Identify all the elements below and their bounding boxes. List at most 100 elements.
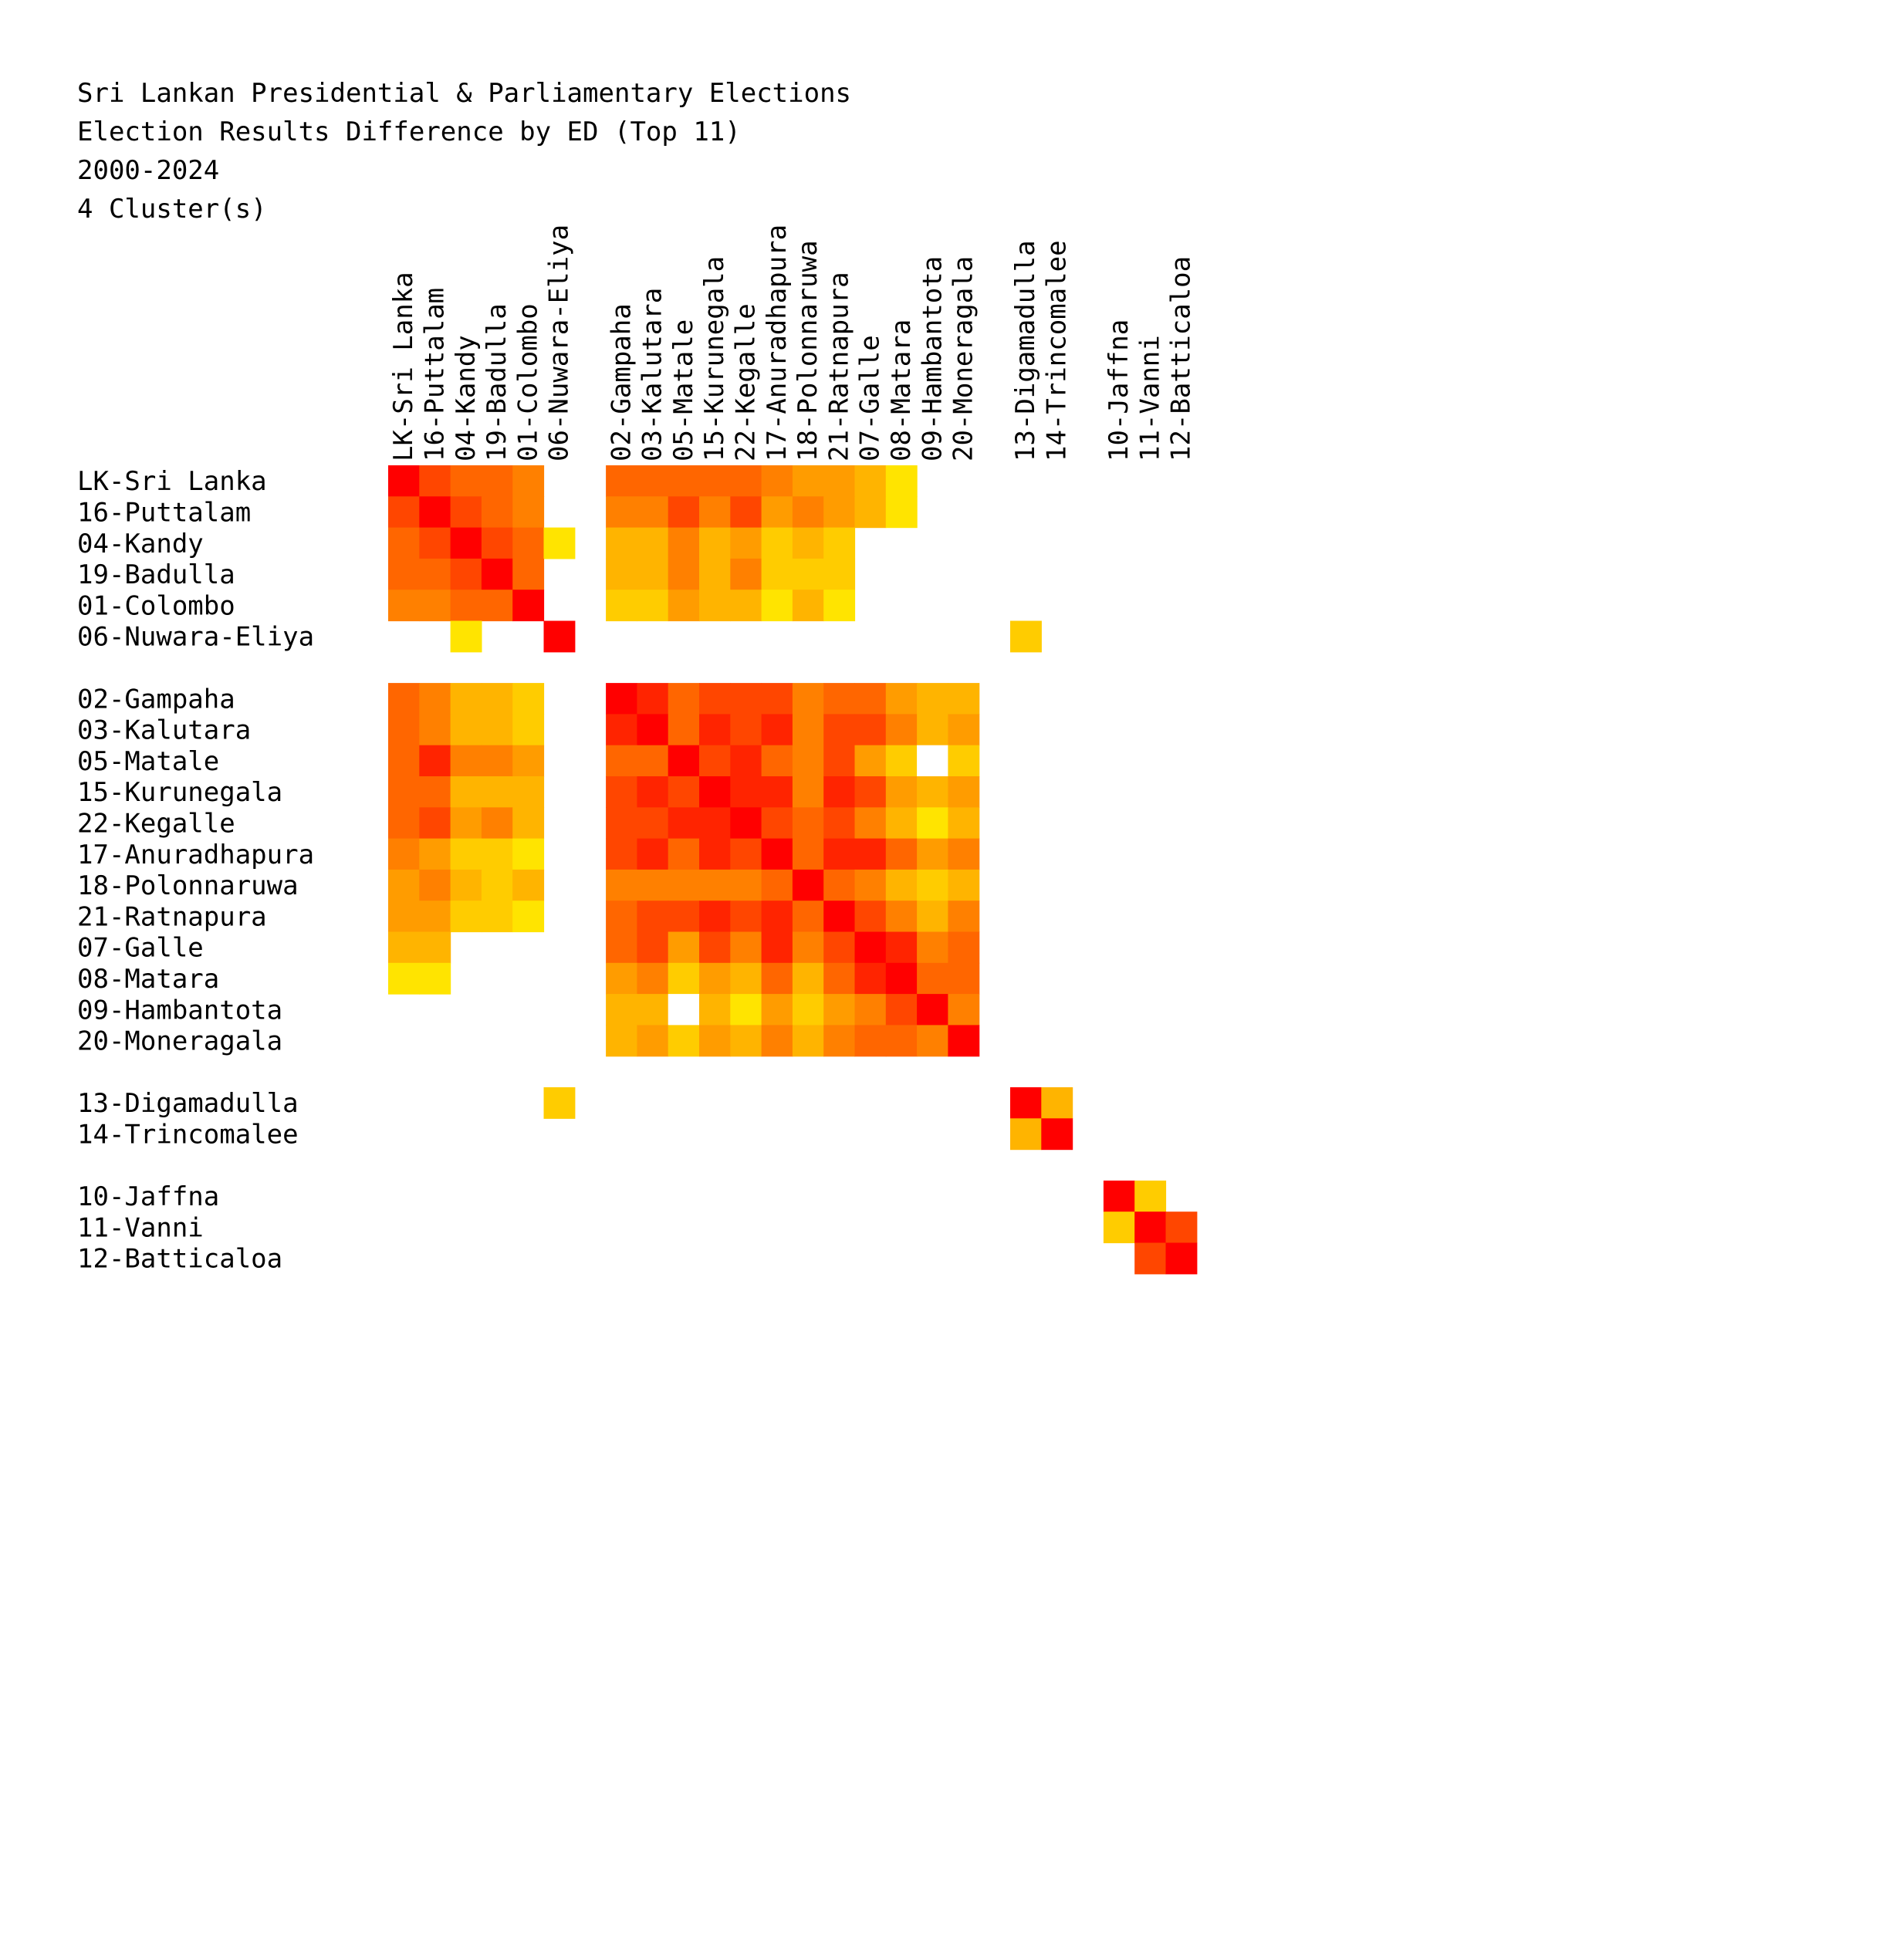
heatmap-cell xyxy=(823,931,856,964)
heatmap-cell xyxy=(668,745,700,777)
heatmap-cell xyxy=(481,714,513,746)
heatmap-cell xyxy=(792,994,824,1026)
heatmap-cell xyxy=(1103,1211,1135,1244)
heatmap-cell xyxy=(450,869,482,901)
heatmap-cell xyxy=(885,901,918,933)
heatmap-cell xyxy=(606,931,637,964)
heatmap-cell xyxy=(512,745,545,777)
heatmap-cell xyxy=(699,931,731,964)
heatmap-cell xyxy=(948,962,980,995)
heatmap-cell xyxy=(761,901,793,933)
heatmap-cell xyxy=(481,901,513,933)
heatmap-cell xyxy=(761,1025,793,1057)
column-label: 07-Galle xyxy=(855,335,886,461)
heatmap-cell xyxy=(699,962,731,995)
column-label: 09-Hambantota xyxy=(917,256,948,461)
heatmap-cell xyxy=(730,714,762,746)
heatmap-cell xyxy=(512,901,545,933)
heatmap-cell xyxy=(481,745,513,777)
heatmap-cell xyxy=(512,496,545,529)
heatmap-cell xyxy=(885,962,918,995)
heatmap-cell xyxy=(419,496,451,529)
heatmap-cell xyxy=(854,683,887,715)
heatmap-cell xyxy=(885,496,918,529)
row-label: 04-Kandy xyxy=(77,529,204,559)
heatmap-cell xyxy=(761,527,793,559)
heatmap-cell xyxy=(792,558,824,590)
heatmap-cell xyxy=(730,962,762,995)
heatmap-cell xyxy=(481,558,513,590)
column-labels: LK-Sri Lanka 16-Puttalam 04-Kandy 19-Badull… xyxy=(388,225,1197,461)
heatmap-cell xyxy=(668,838,700,870)
heatmap-cell xyxy=(637,869,669,901)
heatmap-cell xyxy=(761,994,793,1026)
heatmap-cell xyxy=(1134,1180,1167,1212)
heatmap-cell xyxy=(606,558,637,590)
heatmap-cell xyxy=(419,869,451,901)
heatmap-cell xyxy=(637,745,669,777)
heatmap-cell xyxy=(885,714,918,746)
column-label: 16-Puttalam xyxy=(419,288,450,461)
heatmap-cell xyxy=(637,931,669,964)
heatmap-cell xyxy=(885,745,918,777)
heatmap-cell xyxy=(792,683,824,715)
heatmap-cell xyxy=(823,558,856,590)
heatmap-cell xyxy=(854,465,887,497)
heatmap-cell xyxy=(606,1025,637,1057)
heatmap-cell xyxy=(512,807,545,840)
chart-title: Sri Lankan Presidential & Parliamentary … xyxy=(77,78,851,225)
heatmap-cell xyxy=(388,962,420,995)
heatmap-cell xyxy=(699,465,731,497)
heatmap-cell xyxy=(854,1025,887,1057)
heatmap-cell xyxy=(481,869,513,901)
heatmap-cell xyxy=(450,714,482,746)
heatmap-cell xyxy=(699,869,731,901)
heatmap-cell xyxy=(419,745,451,777)
heatmap-cell xyxy=(606,838,637,870)
heatmap-cell xyxy=(823,465,856,497)
heatmap-cell xyxy=(948,714,980,746)
heatmap-cell xyxy=(854,994,887,1026)
heatmap-cell xyxy=(761,465,793,497)
heatmap-cell xyxy=(388,869,420,901)
heatmap-cell xyxy=(823,714,856,746)
heatmap-cell xyxy=(606,745,637,777)
row-label: 19-Badulla xyxy=(77,559,235,590)
column-label: 11-Vanni xyxy=(1134,335,1165,461)
heatmap-cell xyxy=(388,590,420,622)
heatmap-cell xyxy=(699,994,731,1026)
heatmap-cell xyxy=(481,807,513,840)
row-label: 21-Ratnapura xyxy=(77,901,267,932)
heatmap-cell xyxy=(699,838,731,870)
heatmap-cell xyxy=(730,869,762,901)
heatmap-cell xyxy=(854,931,887,964)
heatmap-cell xyxy=(450,776,482,808)
heatmap-cell xyxy=(450,620,482,653)
column-label: 20-Moneragala xyxy=(948,256,979,461)
heatmap-cell xyxy=(668,496,700,529)
heatmap-cell xyxy=(917,838,948,870)
heatmap-cell xyxy=(948,901,980,933)
heatmap-cell xyxy=(823,496,856,529)
heatmap-cell xyxy=(606,496,637,529)
column-label: 19-Badulla xyxy=(482,303,512,461)
heatmap-cell xyxy=(668,527,700,559)
heatmap-cell xyxy=(512,838,545,870)
heatmap-cell xyxy=(792,962,824,995)
row-label: 17-Anuradhapura xyxy=(77,840,314,870)
column-label: 06-Nuwara-Eliya xyxy=(544,225,575,461)
heatmap-cell xyxy=(699,745,731,777)
heatmap-cell xyxy=(917,962,948,995)
heatmap-cell xyxy=(917,901,948,933)
column-label: 14-Trincomalee xyxy=(1041,240,1072,461)
heatmap-cell xyxy=(854,838,887,870)
heatmap-cell xyxy=(699,683,731,715)
heatmap-cell xyxy=(885,994,918,1026)
heatmap-cell xyxy=(699,558,731,590)
heatmap-cell xyxy=(761,869,793,901)
heatmap-cell xyxy=(543,620,576,653)
heatmap-cell xyxy=(1134,1242,1167,1275)
heatmap-cell xyxy=(948,776,980,808)
heatmap-cell xyxy=(512,558,545,590)
